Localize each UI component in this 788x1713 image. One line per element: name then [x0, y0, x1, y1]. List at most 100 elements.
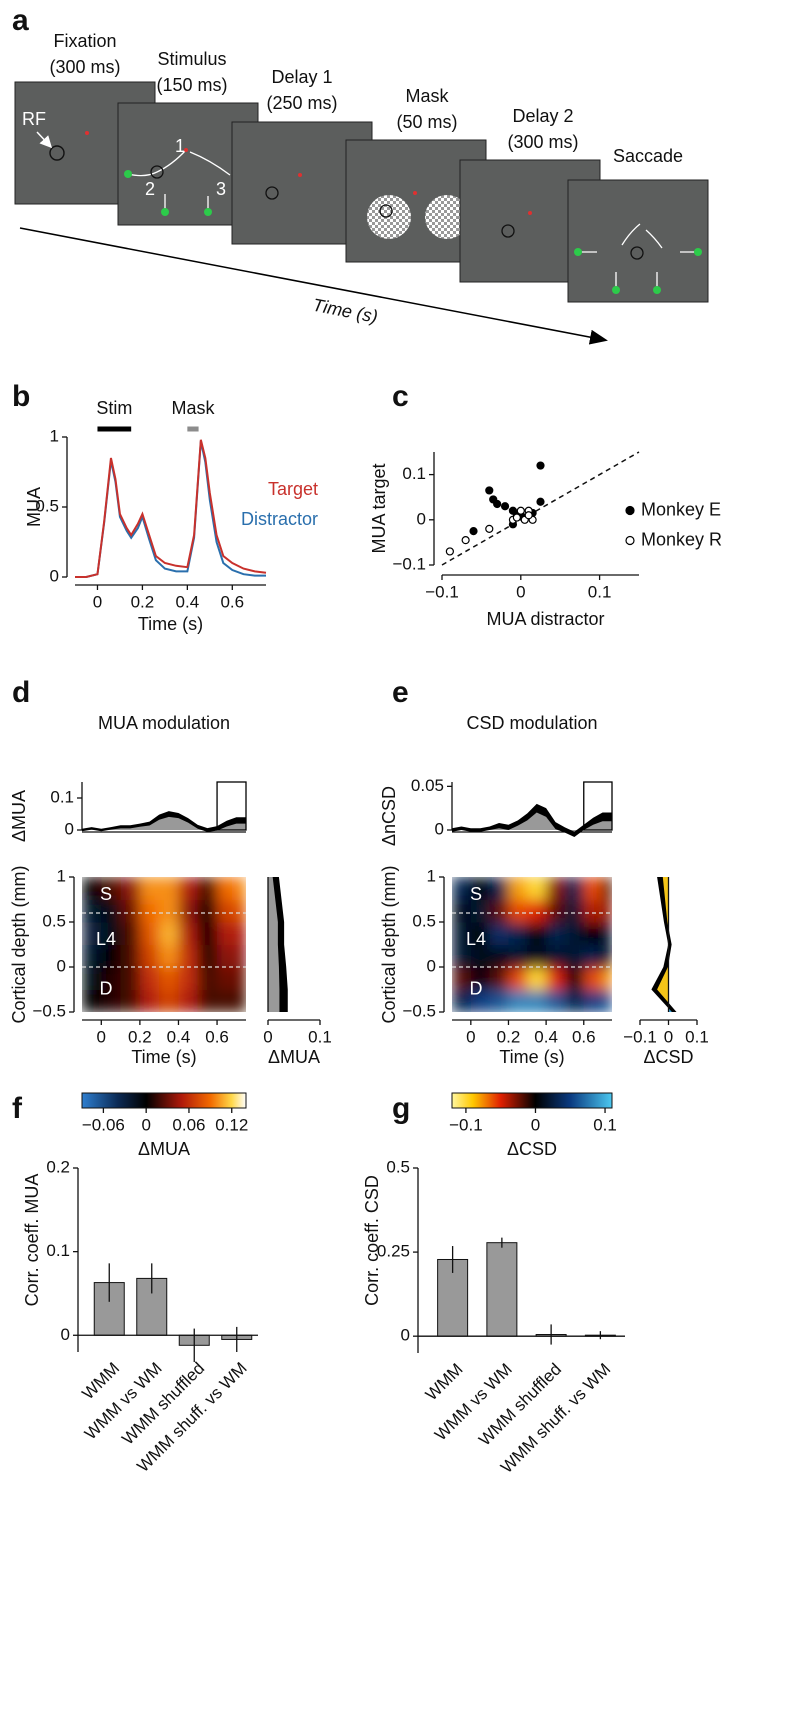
heatmap-cell — [120, 899, 141, 923]
heatmap-cell — [217, 967, 237, 991]
y-axis-label: MUA target — [369, 463, 389, 553]
screen-name: Stimulus — [157, 49, 226, 69]
x-tick-label: 0.6 — [572, 1027, 596, 1046]
heatmap-cell — [236, 989, 246, 1012]
point — [536, 497, 545, 506]
heatmap-cell — [120, 989, 141, 1012]
heatmap-cell — [508, 922, 528, 946]
time-arrow — [19, 227, 608, 345]
heatmap-cell — [217, 899, 237, 923]
heatmap-cell — [508, 989, 528, 1012]
y-tick-label: 0 — [427, 956, 436, 975]
x-tick-label: 0.1 — [593, 1115, 617, 1134]
y-tick-label: 0 — [61, 1325, 70, 1344]
heatmap-cell — [527, 989, 547, 1012]
period-label: Stim — [96, 398, 132, 418]
analysis-window — [216, 781, 247, 831]
y-tick-label: 0.5 — [386, 1157, 410, 1176]
layer-label: S — [470, 884, 482, 904]
profile-x-label: ΔCSD — [643, 1047, 693, 1067]
x-tick-label: 0.4 — [167, 1027, 191, 1046]
trace-y-label: ΔMUA — [9, 790, 29, 842]
x-tick-label: −0.06 — [82, 1115, 125, 1134]
y-tick-label: −0.5 — [32, 1001, 66, 1020]
heatmap-cell — [602, 989, 612, 1012]
trace-area — [82, 814, 246, 830]
heatmap-cell — [564, 899, 585, 923]
heatmap-cell — [508, 967, 528, 991]
legend-entry: Monkey E — [641, 499, 721, 519]
panel-label: e — [392, 676, 409, 709]
legend-entry: Monkey R — [641, 529, 722, 549]
heatmap-cell — [546, 899, 566, 923]
x-tick-label: 0.4 — [534, 1027, 558, 1046]
y-tick-label: 0.05 — [411, 776, 444, 795]
heatmap-cell — [546, 922, 566, 946]
heatmap-cell — [82, 877, 102, 901]
heatmap-cell — [82, 944, 102, 968]
screen — [567, 179, 709, 303]
x-tick-label: 0.6 — [220, 592, 244, 611]
heatmap-cell — [178, 989, 199, 1012]
heatmap-cell — [197, 899, 218, 923]
heatmap-cell — [197, 989, 218, 1012]
heatmap-cell — [583, 944, 604, 968]
heatmap-cell — [564, 877, 585, 901]
point — [469, 526, 478, 536]
identity-line — [441, 451, 640, 566]
heatmap-cell — [159, 877, 180, 901]
heatmap-cells — [452, 877, 612, 1012]
heatmap-cell — [583, 877, 604, 901]
screen-duration: (250 ms) — [266, 93, 337, 113]
heatmap-cell — [452, 922, 472, 946]
heatmap-cell — [602, 967, 612, 991]
heatmap-cell — [236, 922, 246, 946]
heatmap-cell — [217, 989, 237, 1012]
screen-duration: (50 ms) — [396, 112, 457, 132]
rf-arrow — [36, 131, 53, 149]
heatmap-cell — [236, 967, 246, 991]
point — [485, 486, 494, 495]
heatmap-cell — [470, 877, 491, 901]
heatmap-cell — [236, 944, 246, 968]
x-tick-label: 0 — [516, 582, 525, 601]
chart-title: MUA modulation — [98, 713, 230, 733]
heatmap-cell — [120, 944, 141, 968]
heatmap-cell — [82, 899, 102, 923]
point — [500, 502, 510, 511]
y-tick-label: 0.1 — [46, 1241, 70, 1260]
y-tick-label: −0.1 — [392, 554, 426, 573]
y-tick-label: 1 — [50, 426, 59, 445]
heatmap-cell — [602, 944, 612, 968]
heatmap-cell — [564, 944, 585, 968]
profile-error-band — [651, 877, 677, 1012]
y-axis-label: Corr. coeff. CSD — [362, 1175, 382, 1306]
profile-x-label: ΔMUA — [268, 1047, 320, 1067]
x-axis-label: Time (s) — [131, 1047, 196, 1067]
screen-name: Mask — [405, 86, 449, 106]
legend-marker — [625, 505, 635, 516]
heatmap-cell — [159, 967, 180, 991]
legend-marker — [625, 535, 635, 546]
y-tick-label: 0 — [65, 819, 74, 838]
point — [445, 547, 454, 556]
curve — [127, 149, 231, 177]
heatmap-cell — [197, 967, 218, 991]
x-tick-label: 0.2 — [131, 592, 155, 611]
heatmap-cell — [527, 899, 547, 923]
heatmap-cell — [527, 877, 547, 901]
rf-circle — [49, 145, 65, 161]
y-tick-label: 1 — [427, 866, 436, 885]
heatmap-cell — [583, 989, 604, 1012]
heatmap-cell — [489, 967, 510, 991]
x-axis-label: Time (s) — [138, 614, 203, 634]
mask — [425, 195, 469, 239]
x-tick-label: −0.1 — [425, 582, 459, 601]
screen-name: Fixation — [53, 31, 116, 51]
x-tick-label: 0 — [93, 592, 102, 611]
heatmap-cell — [564, 922, 585, 946]
heatmap-cell — [489, 989, 510, 1012]
legend-entry: Distractor — [241, 509, 318, 529]
heatmap-cell — [508, 877, 528, 901]
target — [124, 170, 132, 178]
